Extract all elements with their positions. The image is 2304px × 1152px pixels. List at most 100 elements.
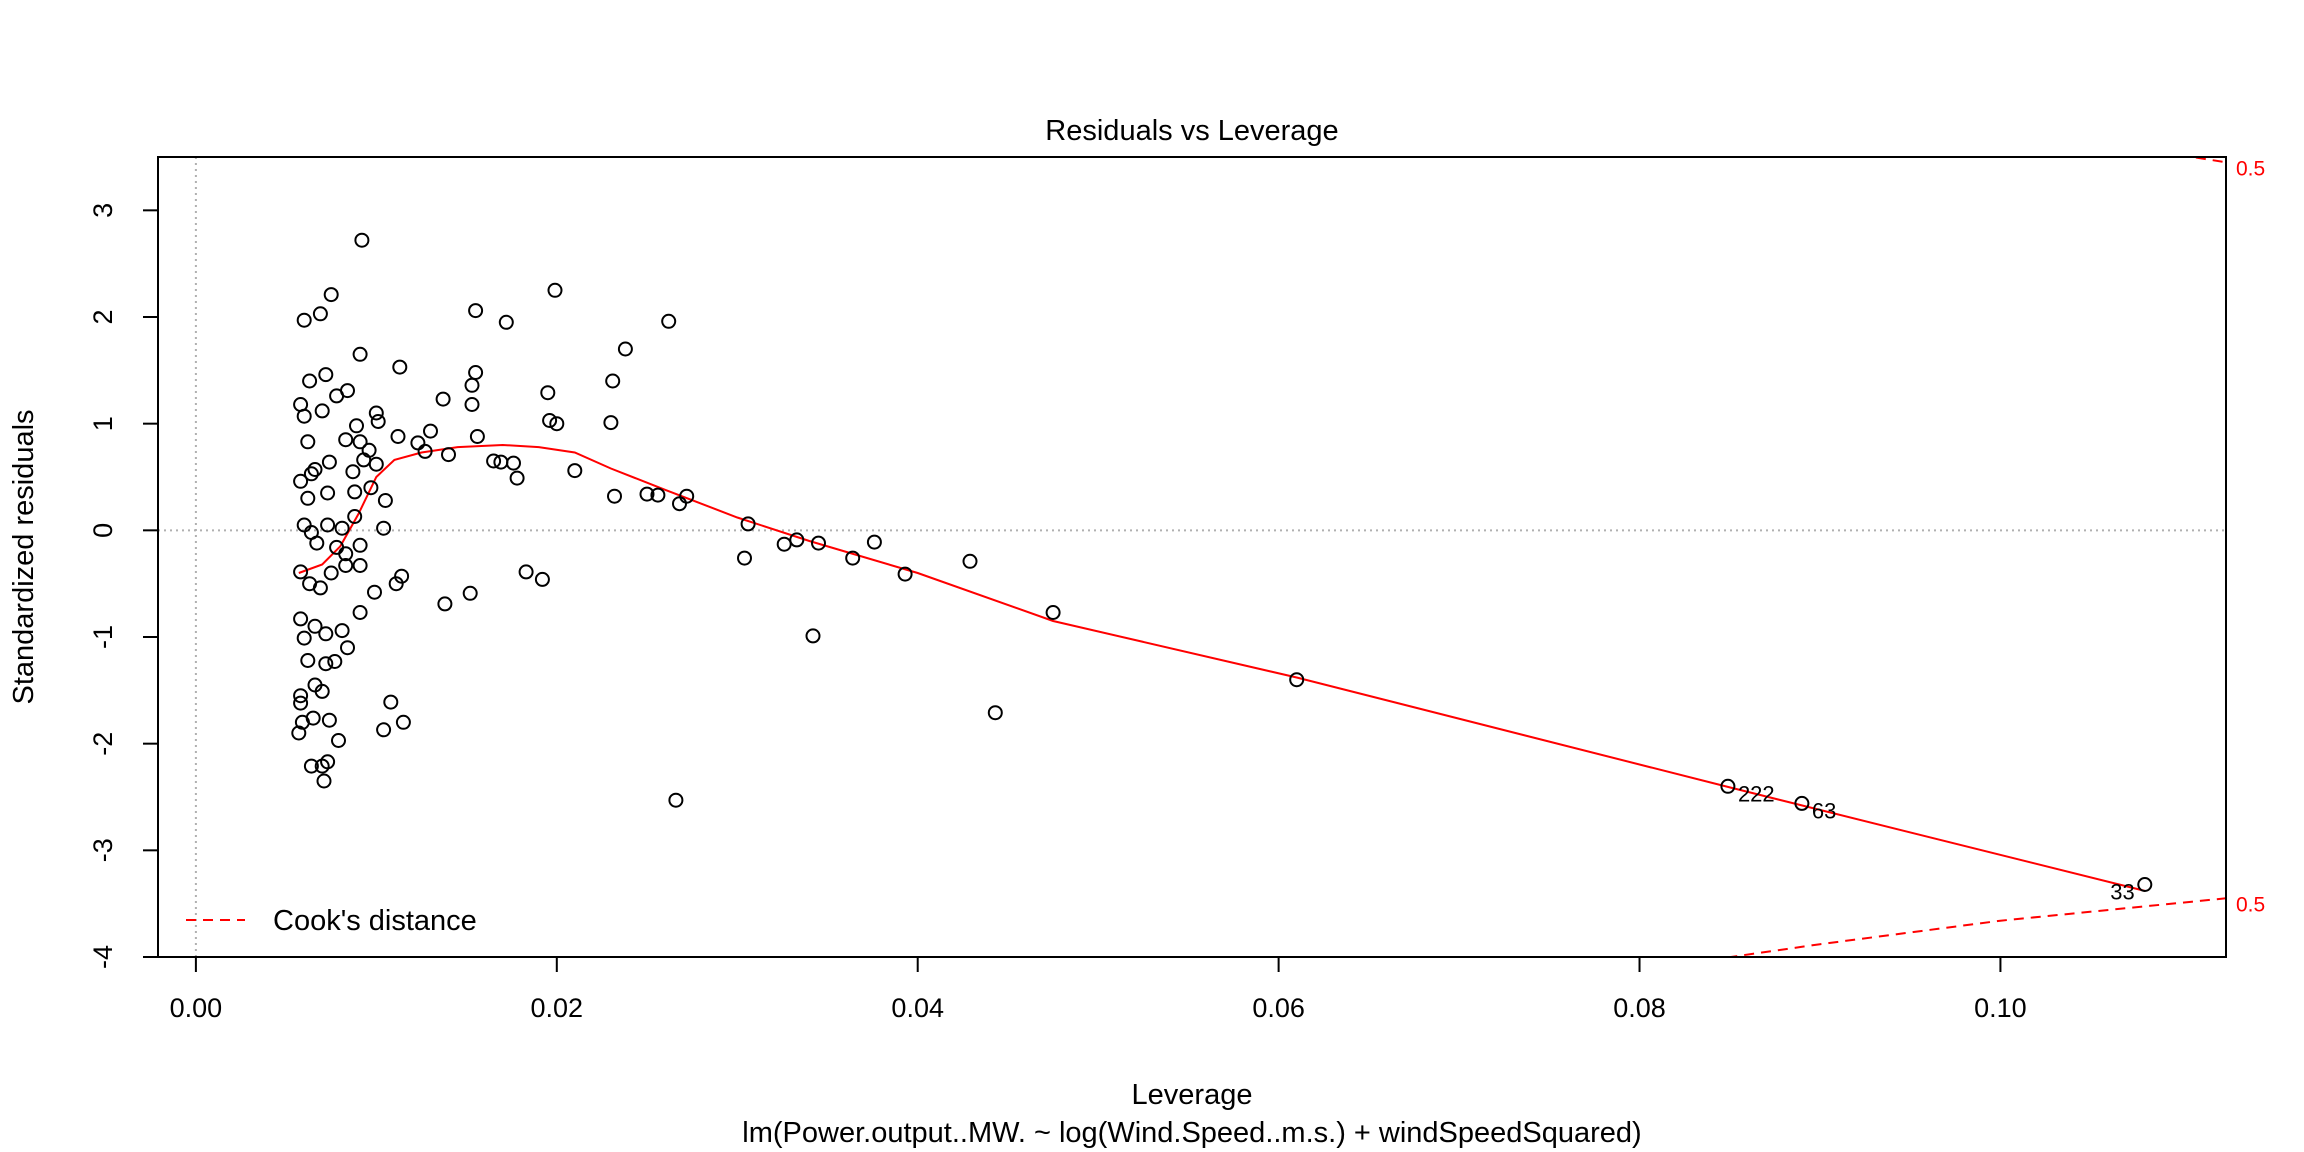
data-point [293,695,309,711]
data-point [679,488,695,504]
data-points [291,232,2153,892]
data-point [323,287,339,303]
data-point [740,516,756,532]
data-point [296,312,312,328]
data-point [392,359,408,375]
data-point [518,564,534,580]
cooks-label-upper: 0.5 [2236,158,2265,181]
data-point [506,455,521,471]
data-point [1794,795,1810,811]
data-point [737,550,752,566]
data-point [1045,605,1061,620]
data-point [789,532,805,548]
data-point [417,443,433,459]
data-point [318,656,334,672]
data-point [607,488,622,504]
y-tick-label: 3 [88,203,118,218]
data-point [534,571,550,587]
y-tick-label: 0 [88,523,118,538]
data-point [293,611,309,627]
data-point [776,536,792,552]
data-point [303,758,319,774]
y-axis-label: Standardized residuals [8,409,40,704]
data-point [309,535,325,551]
data-point [486,453,502,469]
data-point [605,373,621,389]
data-point [323,565,339,581]
data-point [603,415,619,431]
data-point [962,553,978,569]
data-point [352,605,368,620]
data-point [334,520,350,536]
y-tick-label: 2 [88,309,118,324]
data-point [377,493,393,508]
data-point [567,463,583,479]
data-point [340,640,355,656]
curves [298,157,2226,957]
data-point [312,306,328,322]
data-point [509,470,525,486]
data-point [395,714,411,730]
data-point [376,520,392,536]
data-point [321,454,337,470]
data-point [329,539,345,555]
x-tick-label: 0.10 [1974,993,2027,1023]
data-point [437,596,453,612]
x-axis-label: Leverage [1132,1079,1253,1111]
chart-subtitle: lm(Power.output..MW. ~ log(Wind.Speed..m… [742,1117,1641,1149]
data-point [388,576,404,592]
data-point [469,429,485,444]
data-point [303,466,319,482]
data-point [639,486,655,502]
y-tick-label: -2 [88,732,118,756]
data-point [352,434,368,450]
data-point [321,712,337,728]
data-point [435,391,451,407]
data-point [352,346,368,362]
data-point [302,373,318,389]
data-point [318,626,334,642]
data-point [661,313,677,329]
chart-title: Residuals vs Leverage [1045,115,1338,147]
data-point [307,618,323,634]
data-point [312,580,328,596]
data-point [811,535,826,551]
data-point [320,485,336,501]
x-tick-label: 0.06 [1252,993,1305,1023]
data-point [383,694,399,710]
data-point [291,725,307,741]
smoother-line [298,443,2146,892]
data-point [300,653,316,668]
data-point [410,435,426,451]
data-point [293,564,309,580]
data-point [498,314,514,330]
data-point [318,367,334,383]
data-point [314,403,330,419]
data-point [468,365,484,380]
point-label: 33 [2110,879,2134,904]
data-point [468,303,484,319]
data-point [542,413,558,428]
data-point [314,683,330,699]
data-point [320,517,336,533]
data-point [1289,672,1305,688]
data-point [296,408,312,424]
data-point [423,423,438,439]
data-point [334,623,350,639]
data-point [464,397,480,412]
x-tick-label: 0.08 [1613,993,1666,1023]
data-point [462,585,478,601]
x-tick-label: 0.02 [531,993,584,1023]
data-point [394,568,410,584]
data-point [845,550,861,566]
data-point [672,496,687,512]
data-point [367,584,382,600]
data-point [376,722,392,738]
cooks-label-lower: 0.5 [2236,894,2265,917]
data-point [300,434,316,450]
data-point [338,546,354,562]
point-labels: 222 63 33 [1738,781,2135,904]
data-point [897,566,913,582]
data-point [338,432,354,448]
